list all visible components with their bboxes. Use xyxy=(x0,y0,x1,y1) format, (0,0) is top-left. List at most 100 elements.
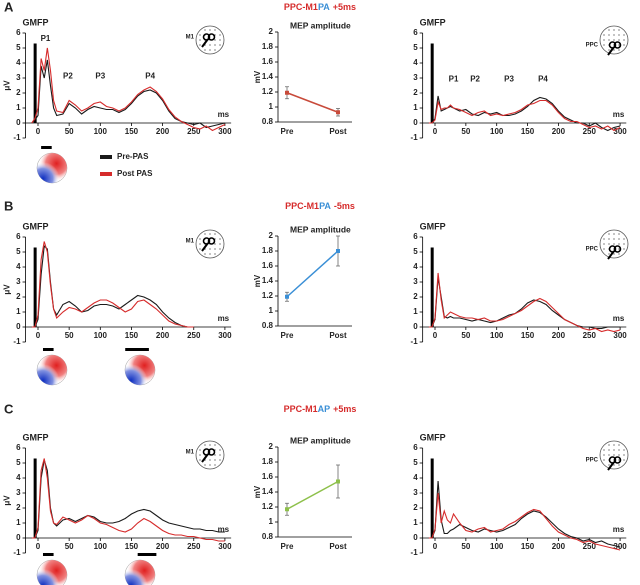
electrode xyxy=(199,454,201,456)
y-tick-label: 2 xyxy=(269,442,274,451)
electrode xyxy=(623,243,625,245)
x-tick-label: Pre xyxy=(281,127,294,136)
chart-title: GMFP xyxy=(420,17,446,27)
x-tick-label: 100 xyxy=(94,542,108,551)
electrode xyxy=(603,449,605,451)
electrode xyxy=(608,464,610,466)
x-axis-label: ms xyxy=(613,525,625,534)
electrode xyxy=(209,459,211,461)
electrode xyxy=(613,29,615,31)
y-tick-label: 2 xyxy=(413,292,418,301)
chart-title: GMFP xyxy=(420,221,446,231)
mep-line xyxy=(286,480,339,510)
electrode xyxy=(618,44,620,46)
y-axis-label: μV xyxy=(3,284,12,295)
time-window xyxy=(41,146,52,149)
x-tick-label: 200 xyxy=(156,542,170,551)
electrode xyxy=(608,444,610,446)
electrode xyxy=(613,238,615,240)
electrode xyxy=(603,39,605,41)
y-tick-label: 0.8 xyxy=(262,117,274,126)
y-tick-label: -1 xyxy=(13,133,21,142)
x-tick-label: Pre xyxy=(281,331,294,340)
electrode xyxy=(603,238,605,240)
title-part: +5ms xyxy=(333,404,356,414)
y-tick-label: 5 xyxy=(16,458,21,467)
y-tick-label: 3 xyxy=(16,488,21,497)
electrode xyxy=(199,459,201,461)
electrode xyxy=(209,253,211,255)
x-tick-label: 50 xyxy=(461,127,470,136)
electrode xyxy=(623,238,625,240)
mep-point xyxy=(285,507,289,512)
x-tick-label: Post xyxy=(329,331,347,340)
y-tick-label: -1 xyxy=(13,337,21,346)
time-window xyxy=(125,348,149,351)
chart-title: MEP amplitude xyxy=(290,224,351,234)
y-tick-label: 1.2 xyxy=(262,502,274,511)
y-tick-label: 0 xyxy=(16,533,21,542)
y-tick-label: 3 xyxy=(16,73,21,82)
panel-label: C xyxy=(4,401,14,416)
title-part: PPC-M1 xyxy=(284,404,318,414)
electrode xyxy=(613,464,615,466)
y-tick-label: 4 xyxy=(16,473,21,482)
coil-handle xyxy=(201,453,209,463)
x-tick-label: 200 xyxy=(156,331,170,340)
head-label: M1 xyxy=(186,35,195,41)
panel-title: PPC-M1PA +5ms xyxy=(284,2,356,12)
x-tick-label: 0 xyxy=(433,331,438,340)
coil xyxy=(613,41,622,49)
electrode xyxy=(214,454,216,456)
y-tick-label: 1.6 xyxy=(262,472,274,481)
electrode xyxy=(214,248,216,250)
y-tick-label: 4 xyxy=(16,262,21,271)
electrode xyxy=(613,253,615,255)
panel-title: PPC-M1PA -5ms xyxy=(285,201,355,211)
y-tick-label: 6 xyxy=(16,443,21,452)
x-tick-label: Post xyxy=(329,127,347,136)
y-tick-label: 1.4 xyxy=(262,276,274,285)
waveform xyxy=(428,99,621,132)
electrode xyxy=(618,34,620,36)
electrode xyxy=(613,449,615,451)
waveform xyxy=(428,480,621,548)
chart-title: GMFP xyxy=(23,432,49,442)
x-tick-label: 50 xyxy=(461,542,470,551)
y-tick-label: 2 xyxy=(16,88,21,97)
chart-title: MEP amplitude xyxy=(290,435,351,445)
x-tick-label: 200 xyxy=(156,127,170,136)
electrode xyxy=(608,39,610,41)
electrode xyxy=(209,464,211,466)
electrode xyxy=(204,233,206,235)
y-tick-label: 6 xyxy=(413,28,418,37)
y-tick-label: 0 xyxy=(413,322,418,331)
x-tick-label: 50 xyxy=(65,542,74,551)
waveform xyxy=(31,59,226,129)
y-tick-label: 4 xyxy=(413,262,418,271)
mep-line xyxy=(286,92,339,113)
electrode xyxy=(613,39,615,41)
tms-pulse xyxy=(33,247,37,327)
electrode xyxy=(608,29,610,31)
x-tick-label: 250 xyxy=(187,127,201,136)
mep-point xyxy=(336,249,340,253)
electrode xyxy=(618,449,620,451)
electrode xyxy=(199,34,201,36)
head-label: PPC xyxy=(586,43,599,49)
chart-title: GMFP xyxy=(420,432,446,442)
electrode xyxy=(214,233,216,235)
electrode xyxy=(199,449,201,451)
y-tick-label: 1 xyxy=(413,307,418,316)
x-tick-label: 250 xyxy=(583,127,597,136)
x-axis-label: ms xyxy=(613,110,625,119)
electrode xyxy=(219,449,221,451)
electrode xyxy=(209,29,211,31)
y-tick-label: 3 xyxy=(16,277,21,286)
topo-neg xyxy=(37,153,67,183)
electrode xyxy=(603,34,605,36)
x-tick-label: 50 xyxy=(65,331,74,340)
electrode xyxy=(608,253,610,255)
y-tick-label: 2 xyxy=(16,292,21,301)
y-tick-label: 3 xyxy=(413,488,418,497)
